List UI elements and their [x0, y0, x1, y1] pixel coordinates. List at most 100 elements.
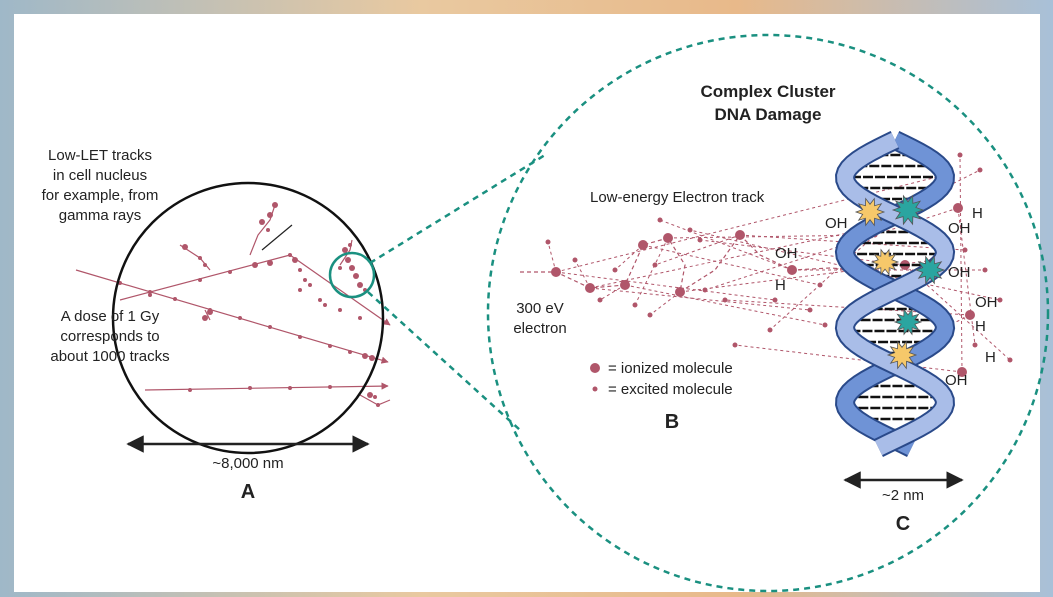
ionized-molecule [551, 267, 561, 277]
track-dot [228, 270, 232, 274]
excited-molecule [983, 268, 988, 273]
chem-label: H [972, 205, 983, 222]
legend-label: = ionized molecule [608, 360, 733, 377]
track-dot [267, 212, 273, 218]
track-dot [202, 315, 208, 321]
excited-molecule [648, 313, 653, 318]
chem-label: OH [775, 245, 798, 262]
chem-label: OH [825, 215, 848, 232]
diagram: Low-LET tracks in cell nucleus for examp… [0, 0, 1053, 597]
track-dot [373, 395, 377, 399]
track-dot [323, 303, 327, 307]
track-dot [272, 202, 278, 208]
title: DNA Damage [714, 105, 821, 124]
track-dot [303, 278, 307, 282]
track-dot [188, 388, 192, 392]
panel-label: A [241, 481, 255, 503]
track-dot [328, 385, 332, 389]
track-dot [203, 263, 207, 267]
track-dot [367, 392, 373, 398]
chem-label: OH [975, 294, 998, 311]
excited-molecule [598, 298, 603, 303]
excited-molecule [978, 168, 983, 173]
scale-label: ~2 nm [882, 487, 924, 504]
ionized-molecule [735, 230, 745, 240]
track-dot [349, 265, 355, 271]
track-dot [318, 298, 322, 302]
note: in cell nucleus [53, 167, 147, 184]
note: Low-LET tracks [48, 147, 152, 164]
track-dot [376, 403, 380, 407]
chem-label: OH [948, 220, 971, 237]
track-dot [338, 266, 342, 270]
panel-label: C [896, 513, 910, 535]
ionized-molecule [675, 287, 685, 297]
track-dot [252, 262, 258, 268]
excited-molecule [773, 298, 778, 303]
excited-molecule [963, 248, 968, 253]
excited-molecule [808, 308, 813, 313]
note: for example, from [42, 187, 159, 204]
scale-label: ~8,000 nm [212, 455, 283, 472]
track-dot [353, 273, 359, 279]
track-dot [266, 228, 270, 232]
track-dot [348, 243, 352, 247]
track-dot [328, 344, 332, 348]
excited-molecule [546, 240, 551, 245]
excited-molecule [733, 343, 738, 348]
excited-molecule [998, 298, 1003, 303]
track-dot [198, 278, 202, 282]
track-dot [288, 386, 292, 390]
track-dot [362, 353, 368, 359]
track-dot [268, 325, 272, 329]
track-dot [298, 288, 302, 292]
legend-label: = excited molecule [608, 381, 733, 398]
track-dot [298, 335, 302, 339]
panel-label: B [665, 411, 679, 433]
ionized-molecule [965, 310, 975, 320]
title: Complex Cluster [700, 82, 835, 101]
track-dot [288, 253, 292, 257]
excited-molecule [768, 328, 773, 333]
excited-molecule [973, 343, 978, 348]
ionized-molecule [787, 265, 797, 275]
excited-molecule [653, 263, 658, 268]
note: about 1000 tracks [50, 348, 169, 365]
chem-label: OH [945, 372, 968, 389]
excited-molecule [573, 258, 578, 263]
track-dot [308, 283, 312, 287]
track-dot [348, 350, 352, 354]
excited-molecule [613, 268, 618, 273]
excited-molecule [703, 288, 708, 293]
note: corresponds to [60, 328, 159, 345]
track-dot [292, 257, 298, 263]
track-dot [173, 297, 177, 301]
track-dot [298, 268, 302, 272]
ionized-molecule [663, 233, 673, 243]
electron-label: electron [513, 320, 566, 337]
electron-label: 300 eV [516, 300, 564, 317]
ionized-molecule [953, 203, 963, 213]
excited-molecule [633, 303, 638, 308]
track-dot [248, 386, 252, 390]
track-dot [238, 316, 242, 320]
track-dot [369, 355, 375, 361]
track-dot [338, 308, 342, 312]
track-label: Low-energy Electron track [590, 189, 765, 206]
chem-label: H [775, 277, 786, 294]
excited-molecule [958, 153, 963, 158]
ionized-molecule [638, 240, 648, 250]
excited-molecule [818, 283, 823, 288]
chem-label: OH [948, 264, 971, 281]
track-dot [342, 247, 348, 253]
chem-label: H [975, 318, 986, 335]
ionized-molecule [585, 283, 595, 293]
track-dot [207, 309, 213, 315]
excited-molecule [698, 238, 703, 243]
ionized-molecule [620, 280, 630, 290]
track-dot [198, 256, 202, 260]
chem-label: H [985, 349, 996, 366]
excited-molecule [658, 218, 663, 223]
track-dot [345, 257, 351, 263]
note: A dose of 1 Gy [61, 308, 160, 325]
